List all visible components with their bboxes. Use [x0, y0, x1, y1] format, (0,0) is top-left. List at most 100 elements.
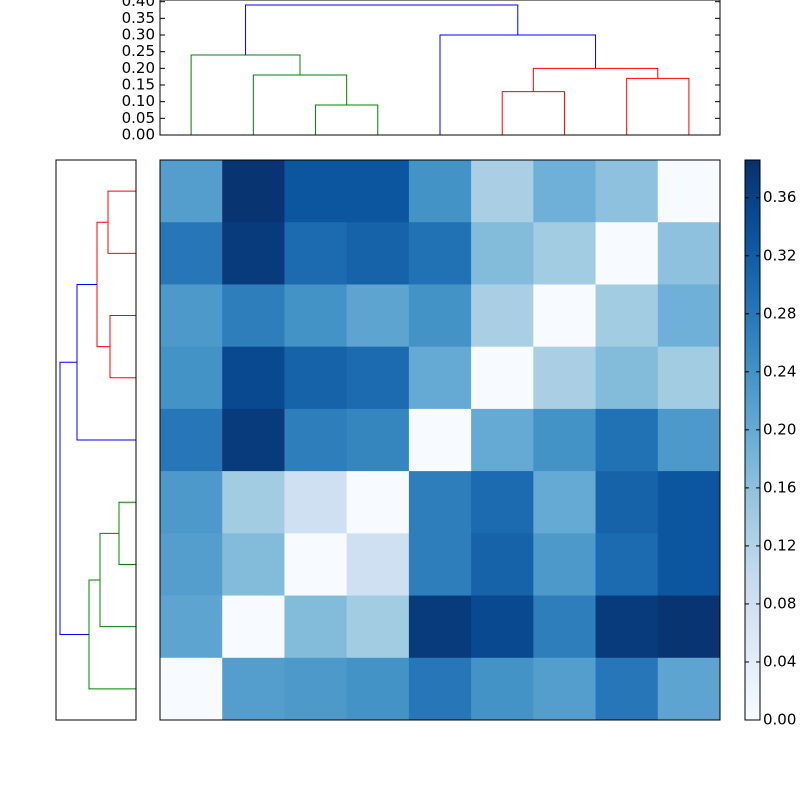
heatmap-cell: [284, 346, 348, 410]
heatmap-cell: [284, 160, 348, 223]
heatmap-cell: [471, 533, 534, 597]
colorbar-tick-label: 0.12: [763, 536, 796, 554]
heatmap-cell: [595, 222, 659, 285]
heatmap-cell: [346, 657, 410, 721]
heatmap-cell: [160, 595, 223, 659]
heatmap-cell: [222, 408, 285, 472]
heatmap-cell: [657, 471, 721, 534]
heatmap-cell: [533, 533, 597, 597]
colorbar-tick-label: 0.28: [763, 304, 796, 322]
heatmap-cell: [160, 471, 223, 534]
heatmap-cell: [595, 408, 659, 472]
heatmap-cell: [408, 533, 472, 597]
heatmap-cell: [408, 346, 472, 410]
dendrogram-link: [59, 361, 89, 635]
heatmap-cell: [408, 595, 472, 659]
heatmap-cell: [408, 471, 472, 534]
heatmap-cell: [657, 595, 721, 659]
heatmap-cell: [533, 160, 597, 223]
heatmap-cell: [471, 408, 534, 472]
heatmap-cell: [160, 346, 223, 410]
axes-frame: [159, 0, 721, 136]
colorbar-tick-label: 0.36: [763, 188, 796, 206]
heatmap-cell: [346, 222, 410, 285]
heatmap-cell: [222, 160, 285, 223]
heatmap-cell: [284, 657, 348, 721]
heatmap-cell: [533, 408, 597, 472]
heatmap-cell: [533, 284, 597, 348]
y-tick-label: 0.00: [122, 126, 155, 144]
y-tick-label: 0.35: [122, 9, 155, 27]
colorbar-tick-label: 0.00: [763, 711, 796, 729]
heatmap-cell: [346, 408, 410, 472]
heatmap-cell: [346, 533, 410, 597]
heatmap-cell: [284, 471, 348, 534]
heatmap-cell: [284, 222, 348, 285]
colorbar: [744, 159, 761, 721]
dendrogram-link: [501, 91, 565, 135]
heatmap-cell: [222, 222, 285, 285]
axes-frame: [55, 159, 137, 721]
heatmap-cell: [160, 222, 223, 285]
heatmap-cell: [471, 160, 534, 223]
heatmap-cell: [533, 471, 597, 534]
heatmap-cell: [346, 160, 410, 223]
heatmap-cell: [222, 657, 285, 721]
heatmap-cell: [408, 160, 472, 223]
heatmap-cell: [346, 284, 410, 348]
heatmap-cell: [657, 533, 721, 597]
heatmap-cell: [595, 595, 659, 659]
heatmap-cell: [657, 657, 721, 721]
heatmap-cell: [471, 595, 534, 659]
colorbar-tick-label: 0.32: [763, 246, 796, 264]
heatmap-cell: [160, 284, 223, 348]
heatmap-cell: [408, 657, 472, 721]
heatmap-cell: [160, 160, 223, 223]
y-tick-label: 0.25: [122, 42, 155, 60]
heatmap-cell: [595, 284, 659, 348]
heatmap-cell: [408, 284, 472, 348]
heatmap-cell: [657, 346, 721, 410]
heatmap-cell: [346, 346, 410, 410]
colorbar-tick-label: 0.20: [763, 420, 796, 438]
heatmap-cell: [222, 346, 285, 410]
y-tick-label: 0.30: [122, 26, 155, 44]
y-tick-label: 0.40: [122, 0, 155, 10]
heatmap-cell: [595, 346, 659, 410]
heatmap-cell: [284, 408, 348, 472]
heatmap-cell: [471, 657, 534, 721]
heatmap-cell: [408, 222, 472, 285]
heatmap-cell: [222, 471, 285, 534]
heatmap-cell: [471, 222, 534, 285]
colorbar-tick-label: 0.24: [763, 362, 796, 380]
axes-frame: [159, 159, 721, 721]
heatmap-cell: [657, 160, 721, 223]
heatmap-cell: [471, 284, 534, 348]
heatmap-cell: [595, 160, 659, 223]
heatmap-cell: [284, 533, 348, 597]
y-tick-label: 0.10: [122, 92, 155, 110]
heatmap-cell: [408, 408, 472, 472]
heatmap-cell: [471, 471, 534, 534]
y-tick-label: 0.20: [122, 59, 155, 77]
colorbar-tick-label: 0.16: [763, 478, 796, 496]
colorbar-tick-label: 0.04: [763, 652, 796, 670]
heatmap-cell: [657, 222, 721, 285]
heatmap-cell: [346, 471, 410, 534]
heatmap-cell: [533, 222, 597, 285]
heatmap-cell: [471, 346, 534, 410]
dendrogram-link: [245, 4, 519, 55]
heatmap-cell: [595, 533, 659, 597]
heatmap-cell: [533, 657, 597, 721]
heatmap-cell: [160, 533, 223, 597]
heatmap-cell: [222, 595, 285, 659]
heatmap-cell: [346, 595, 410, 659]
heatmap-cell: [595, 657, 659, 721]
heatmap-cell: [222, 284, 285, 348]
y-tick-label: 0.05: [122, 109, 155, 127]
heatmap-cell: [657, 284, 721, 348]
heatmap-cell: [284, 284, 348, 348]
heatmap-cell: [657, 408, 721, 472]
heatmap-cell: [533, 595, 597, 659]
